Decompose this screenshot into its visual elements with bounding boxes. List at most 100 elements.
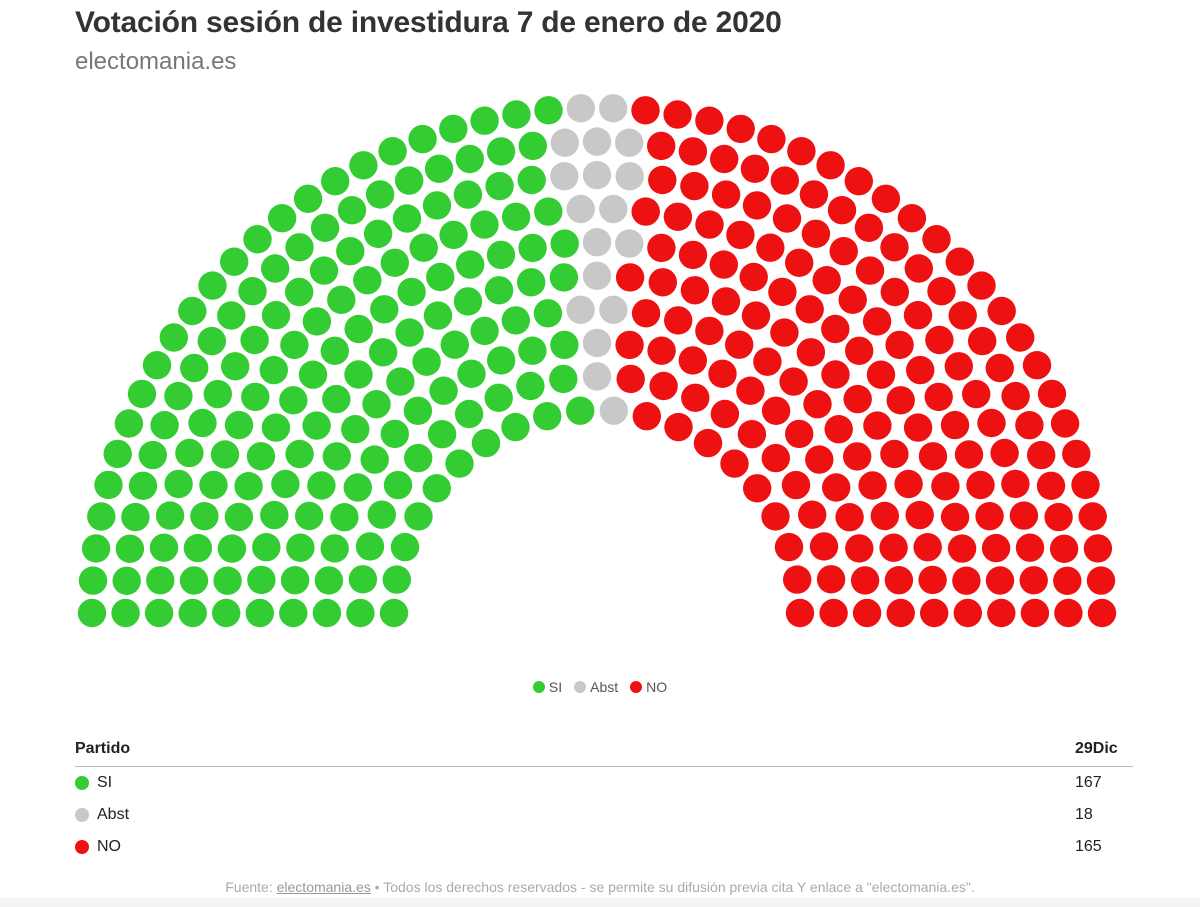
seat-no	[821, 360, 850, 389]
seat-si	[453, 287, 483, 316]
seat-si	[487, 346, 516, 375]
seat-si	[285, 439, 314, 469]
seat-no	[616, 364, 645, 394]
row-party: Abst	[75, 806, 129, 824]
seat-si	[188, 408, 217, 438]
seat-si	[280, 566, 310, 595]
seat-no	[824, 415, 853, 444]
seat-no	[783, 565, 812, 594]
seat-no	[1015, 411, 1044, 440]
legend-item-abst[interactable]: Abst	[574, 679, 618, 695]
seat-si	[470, 210, 499, 239]
seat-no	[631, 299, 661, 328]
legend-label-abst: Abst	[590, 679, 619, 695]
source-link[interactable]: electomania.es	[276, 879, 371, 895]
seat-no	[736, 376, 765, 405]
seat-no	[852, 598, 882, 628]
seat-si	[302, 307, 332, 336]
seat-abst	[566, 295, 595, 324]
seat-no	[945, 247, 974, 276]
seat-si	[164, 381, 193, 411]
seat-no	[1044, 502, 1073, 532]
seat-no	[648, 165, 677, 195]
seat-si	[534, 96, 563, 125]
seat-si	[440, 330, 469, 359]
seat-no	[805, 445, 834, 474]
seat-no	[927, 277, 956, 306]
seat-abst	[566, 94, 595, 123]
seat-si	[175, 438, 204, 468]
seat-si	[199, 470, 228, 500]
seat-si	[397, 277, 426, 307]
seat-abst	[599, 94, 628, 123]
seat-no	[711, 180, 741, 209]
seat-no	[903, 301, 933, 330]
seat-no	[962, 379, 991, 409]
seat-si	[178, 296, 207, 326]
seat-si	[81, 534, 111, 563]
seat-si	[517, 268, 546, 297]
seat-si	[238, 277, 267, 306]
seat-no	[987, 296, 1016, 326]
seat-no	[918, 442, 948, 471]
seat-no	[843, 384, 872, 414]
legend-swatch-no	[630, 681, 643, 693]
seat-no	[761, 396, 791, 425]
header-value: 29Dic	[1075, 740, 1118, 757]
seat-no	[631, 96, 660, 125]
seat-no	[1020, 598, 1050, 628]
seat-no	[845, 336, 874, 365]
seat-no	[1036, 471, 1066, 500]
seat-no	[940, 502, 970, 532]
seat-no	[822, 473, 851, 502]
seat-si	[550, 229, 579, 258]
seat-no	[647, 233, 676, 263]
seat-si	[247, 565, 276, 595]
seat-si	[224, 502, 254, 532]
seat-si	[501, 412, 530, 442]
legend-item-no[interactable]: NO	[630, 679, 667, 695]
seat-no	[809, 532, 839, 561]
seat-si	[412, 347, 441, 376]
seat-si	[445, 449, 474, 478]
seat-si	[392, 204, 422, 233]
seat-si	[77, 598, 107, 628]
seat-si	[307, 471, 336, 500]
seat-si	[212, 598, 241, 628]
seat-si	[383, 470, 413, 500]
seat-si	[224, 410, 254, 440]
row-party: NO	[75, 838, 121, 856]
legend-item-si[interactable]: SI	[532, 679, 562, 695]
seat-no	[785, 248, 814, 277]
seat-si	[501, 306, 530, 335]
seat-no	[709, 250, 738, 279]
seat-si	[355, 532, 385, 561]
seat-si	[533, 299, 563, 328]
seat-si	[427, 420, 457, 449]
seat-si	[422, 474, 451, 503]
seat-si	[534, 197, 563, 226]
seat-si	[295, 501, 324, 531]
seat-si	[115, 534, 145, 563]
seat-no	[1050, 409, 1080, 438]
chart-legend: SI Abst NO	[0, 679, 1200, 695]
seat-no	[948, 301, 977, 330]
party-dot-no	[75, 840, 89, 854]
seat-si	[382, 565, 411, 594]
legend-swatch-abst	[574, 681, 587, 693]
seat-no	[725, 330, 754, 359]
table-row: SI 167	[75, 767, 1133, 799]
seat-si	[341, 415, 370, 444]
source-footer: Fuente: electomania.es • Todos los derec…	[0, 879, 1200, 895]
seat-si	[180, 353, 209, 383]
seat-si	[94, 470, 123, 500]
seat-no	[821, 314, 850, 344]
seat-si	[314, 566, 344, 595]
seat-no	[649, 371, 678, 401]
seat-no	[695, 316, 724, 346]
seat-si	[380, 248, 409, 277]
seat-si	[252, 533, 281, 562]
seat-no	[977, 408, 1006, 438]
seat-no	[987, 598, 1016, 628]
seat-no	[695, 106, 724, 135]
